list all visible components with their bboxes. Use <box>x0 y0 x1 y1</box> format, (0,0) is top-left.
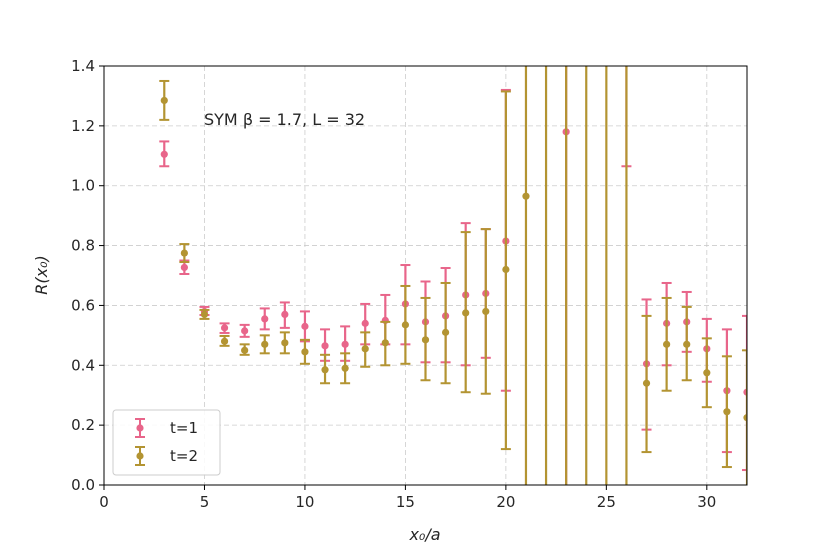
data-point <box>241 346 249 354</box>
data-point <box>261 340 269 348</box>
data-point <box>180 263 188 272</box>
legend-marker-dot <box>136 452 144 460</box>
data-point <box>522 192 530 200</box>
data-point <box>703 369 711 377</box>
data-point <box>642 379 651 387</box>
data-point <box>301 348 309 356</box>
y-tick-label: 0.4 <box>71 356 95 374</box>
y-tick-label: 0.6 <box>71 296 95 314</box>
data-point <box>381 339 389 347</box>
series-1 <box>159 41 747 485</box>
y-tick-label: 1.0 <box>71 177 95 195</box>
x-tick-label: 15 <box>396 493 415 511</box>
data-point <box>462 309 470 317</box>
x-tick-label: 5 <box>200 493 210 511</box>
legend-label: t=2 <box>170 447 198 465</box>
x-tick-label: 20 <box>496 493 515 511</box>
data-point <box>321 342 329 350</box>
data-point <box>502 265 510 274</box>
data-point <box>583 3 590 10</box>
plot-frame <box>103 65 748 486</box>
legend-box <box>112 409 221 476</box>
y-tick-label: 1.2 <box>71 117 95 135</box>
data-point <box>542 3 549 10</box>
data-point <box>281 339 289 347</box>
x-tick-label: 30 <box>697 493 716 511</box>
data-point <box>200 310 209 319</box>
data-point <box>241 327 249 335</box>
legend: t=1 t=2 <box>112 409 221 476</box>
data-point <box>663 340 671 348</box>
data-point <box>160 96 168 105</box>
data-point <box>160 150 168 158</box>
data-point <box>220 337 229 345</box>
data-point <box>321 366 329 374</box>
data-point <box>361 345 369 353</box>
data-point <box>482 307 490 316</box>
x-tick-label: 25 <box>597 493 616 511</box>
data-point <box>341 364 349 372</box>
x-tick-label: 0 <box>99 493 109 511</box>
y-tick-label: 0.8 <box>71 237 95 255</box>
chart-annotation: SYM β = 1.7, L = 32 <box>204 110 365 129</box>
legend-marker-dot <box>136 424 144 432</box>
data-point <box>563 3 570 10</box>
data-point <box>261 315 269 323</box>
data-point <box>683 340 691 348</box>
plot-area <box>159 3 747 485</box>
legend-label: t=1 <box>170 419 198 437</box>
y-axis-label: R(x₀) <box>32 255 51 294</box>
data-point <box>743 414 747 422</box>
y-tick-label: 0.0 <box>71 476 95 494</box>
y-tick-label: 1.4 <box>71 57 95 75</box>
data-point <box>301 322 309 330</box>
data-point <box>421 336 430 344</box>
data-point <box>623 3 630 10</box>
data-point <box>341 340 349 348</box>
data-point <box>281 310 289 319</box>
data-point <box>441 328 450 336</box>
data-point <box>723 408 731 416</box>
axis-ticks: 0 5 10 15 20 25 30 0.0 0.2 0.4 0.6 0.8 1.0 1.2 1.4 <box>71 57 716 511</box>
data-point <box>401 321 410 329</box>
x-axis-label: x₀/a <box>408 525 440 544</box>
y-tick-label: 0.2 <box>71 416 95 434</box>
x-tick-label: 10 <box>295 493 314 511</box>
data-point <box>603 3 610 10</box>
data-point <box>220 324 229 332</box>
series-2 <box>159 3 747 485</box>
data-point <box>361 319 369 327</box>
data-point <box>623 41 630 48</box>
data-point <box>180 249 188 257</box>
